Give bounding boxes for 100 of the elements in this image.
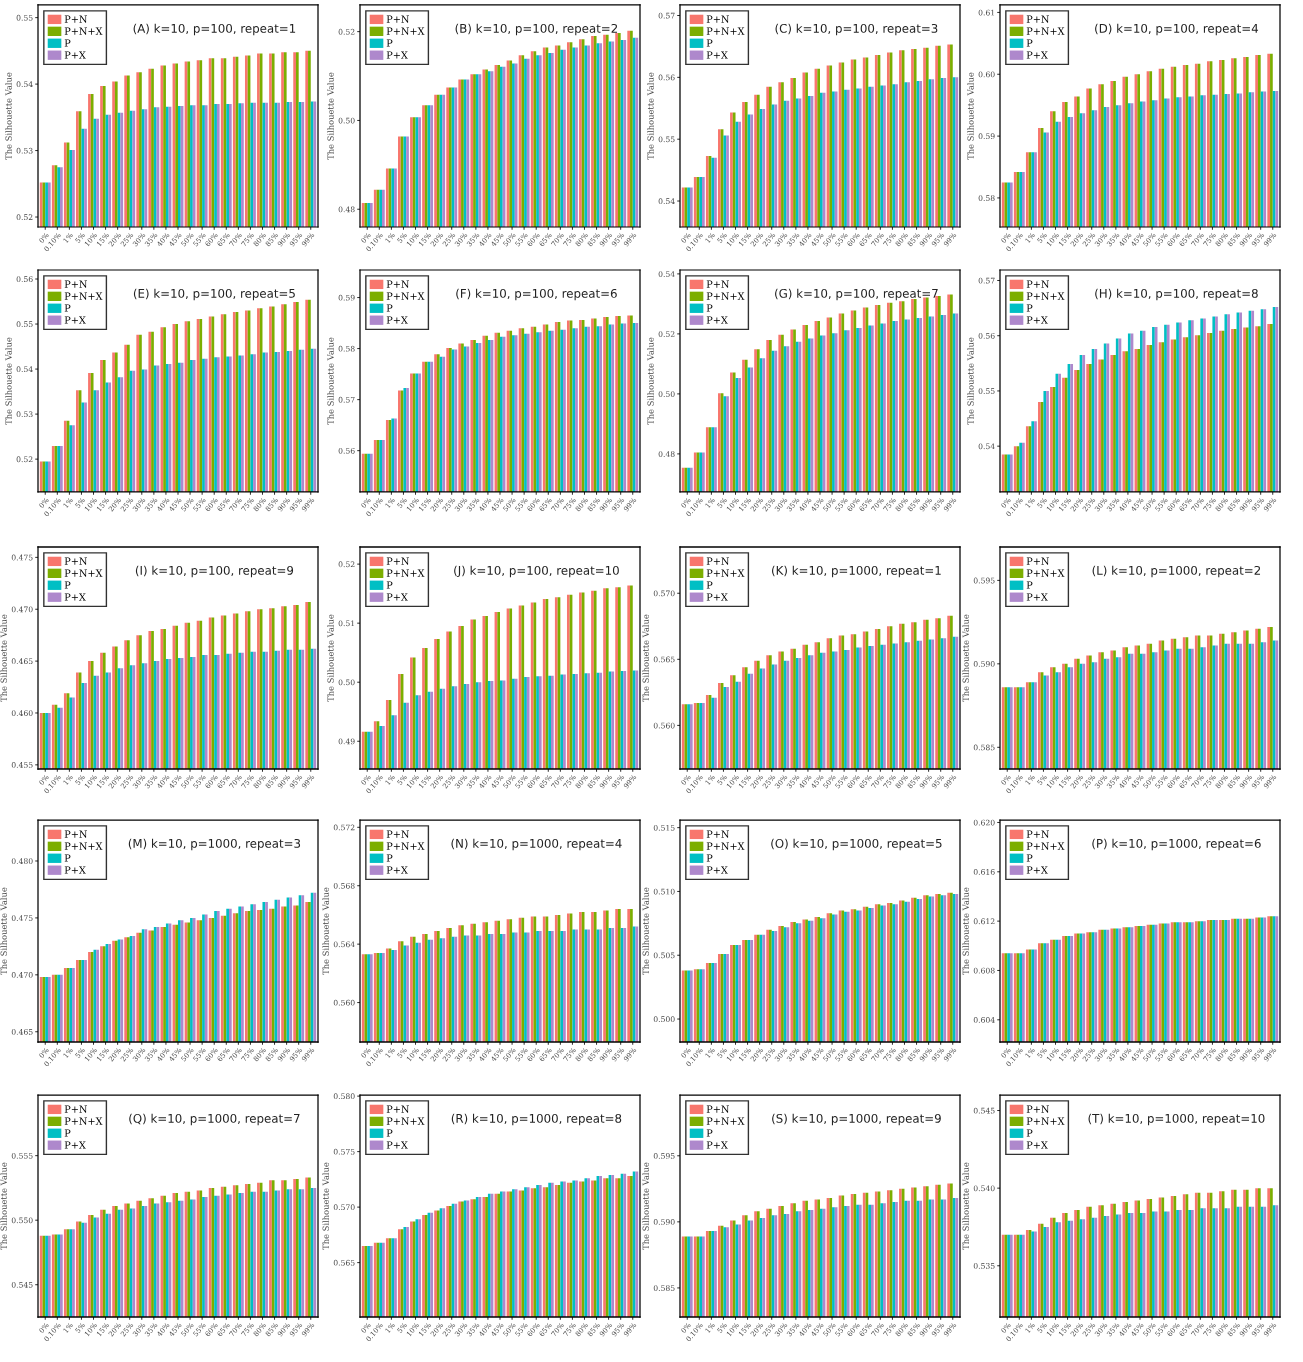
legend-label: P+N+X <box>1026 842 1065 850</box>
legend-label: P <box>1026 581 1033 589</box>
legend-label: P+X <box>706 316 728 324</box>
legend-label: P+N <box>706 830 730 838</box>
y-axis-title: The Silhouette Value <box>327 614 334 702</box>
y-axis-title: The Silhouette Value <box>0 887 7 975</box>
legend-label: P+N <box>386 557 410 565</box>
legend-label: P+X <box>386 316 408 324</box>
legend-label: P <box>386 304 393 312</box>
legend-label: P+N <box>386 830 410 838</box>
legend-label: P+N <box>64 830 88 838</box>
legend-label: P+X <box>1026 316 1048 324</box>
y-axis-title: The Silhouette Value <box>962 614 969 702</box>
y-axis-title: The Silhouette Value <box>322 887 329 975</box>
legend-label: P+N <box>706 15 730 23</box>
legend-label: P+N <box>706 280 730 288</box>
legend-label: P <box>64 854 71 862</box>
text: (S) k=10, p=1000, repeat=9 <box>772 1113 941 1126</box>
legend-label: P <box>386 581 393 589</box>
legend-label: P+X <box>706 51 728 59</box>
legend-label: P+X <box>64 51 86 59</box>
legend-label: P+N+X <box>386 1117 425 1125</box>
legend-label: P+N <box>1026 557 1050 565</box>
legend-label: P <box>64 1129 71 1137</box>
legend-label: P <box>64 304 71 312</box>
legend-label: P+N <box>386 1105 410 1113</box>
legend-label: P <box>706 39 713 47</box>
legend-label: P <box>64 39 71 47</box>
legend-label: P <box>1026 304 1033 312</box>
text: (Q) k=10, p=1000, repeat=7 <box>129 1113 300 1126</box>
legend-label: P+X <box>386 1141 408 1149</box>
legend-label: P <box>386 1129 393 1137</box>
legend-label: P+N <box>1026 1105 1050 1113</box>
y-axis-title: The Silhouette Value <box>642 887 649 975</box>
legend-label: P+N <box>1026 15 1050 23</box>
legend-label: P+X <box>64 593 86 601</box>
legend-label: P+N <box>64 280 88 288</box>
legend-label: P+N+X <box>1026 27 1065 35</box>
y-axis-title: The Silhouette Value <box>327 72 334 160</box>
legend-label: P+N+X <box>386 27 425 35</box>
legend-label: P+N+X <box>706 292 745 300</box>
text: (M) k=10, p=1000, repeat=3 <box>128 838 301 851</box>
legend-label: P+N <box>386 280 410 288</box>
legend-label: P+X <box>64 1141 86 1149</box>
y-axis-title: The Silhouette Value <box>5 337 12 425</box>
legend-label: P <box>706 854 713 862</box>
text: (A) k=10, p=100, repeat=1 <box>133 23 296 36</box>
y-axis-title: The Silhouette Value <box>5 72 12 160</box>
legend-label: P+X <box>706 1141 728 1149</box>
legend-label: P+N+X <box>64 842 103 850</box>
y-axis-title: The Silhouette Value <box>962 1162 969 1250</box>
text: (D) k=10, p=100, repeat=4 <box>1095 23 1259 36</box>
y-axis-title: The Silhouette Value <box>0 1162 7 1250</box>
legend-label: P+X <box>1026 1141 1048 1149</box>
legend-label: P+N <box>64 1105 88 1113</box>
legend-label: P+X <box>706 593 728 601</box>
text: (O) k=10, p=1000, repeat=5 <box>771 838 942 851</box>
y-axis-title: The Silhouette Value <box>962 887 969 975</box>
legend-label: P+N <box>386 15 410 23</box>
legend-label: P+N <box>1026 830 1050 838</box>
legend-label: P+N+X <box>706 1117 745 1125</box>
legend-label: P+N+X <box>64 292 103 300</box>
y-axis-title: The Silhouette Value <box>967 337 974 425</box>
y-axis-title: The Silhouette Value <box>647 337 654 425</box>
text: (L) k=10, p=1000, repeat=2 <box>1092 565 1261 578</box>
text: (C) k=10, p=100, repeat=3 <box>775 23 938 36</box>
legend-label: P+N <box>706 1105 730 1113</box>
legend-label: P <box>1026 39 1033 47</box>
text: (I) k=10, p=100, repeat=9 <box>135 565 294 578</box>
legend-label: P <box>386 39 393 47</box>
legend-label: P+N+X <box>706 842 745 850</box>
legend-label: P+N+X <box>386 569 425 577</box>
legend-label: P+N <box>706 557 730 565</box>
legend-label: P+N <box>64 557 88 565</box>
text: (H) k=10, p=100, repeat=8 <box>1095 288 1258 301</box>
text: (P) k=10, p=1000, repeat=6 <box>1092 838 1261 851</box>
legend-label: P <box>706 1129 713 1137</box>
legend-label: P <box>1026 854 1033 862</box>
legend-label: P+N+X <box>706 27 745 35</box>
legend-label: P+X <box>1026 593 1048 601</box>
text: (R) k=10, p=1000, repeat=8 <box>451 1113 622 1126</box>
legend-label: P+N+X <box>64 569 103 577</box>
text: (K) k=10, p=1000, repeat=1 <box>772 565 941 578</box>
legend-label: P <box>1026 1129 1033 1137</box>
legend-label: P+N+X <box>64 1117 103 1125</box>
y-axis-title: The Silhouette Value <box>322 1162 329 1250</box>
legend-label: P+X <box>386 866 408 874</box>
text: (E) k=10, p=100, repeat=5 <box>133 288 295 301</box>
legend-label: P+N+X <box>1026 1117 1065 1125</box>
legend-label: P+N+X <box>1026 292 1065 300</box>
legend-label: P <box>706 304 713 312</box>
y-axis-title: The Silhouette Value <box>642 1162 649 1250</box>
legend-label: P <box>64 581 71 589</box>
legend-label: P+X <box>1026 51 1048 59</box>
legend-label: P <box>706 581 713 589</box>
legend-label: P+N <box>64 15 88 23</box>
legend-label: P+N+X <box>1026 569 1065 577</box>
text: (J) k=10, p=100, repeat=10 <box>454 565 619 578</box>
legend-label: P+N <box>1026 280 1050 288</box>
legend-label: P+X <box>386 593 408 601</box>
